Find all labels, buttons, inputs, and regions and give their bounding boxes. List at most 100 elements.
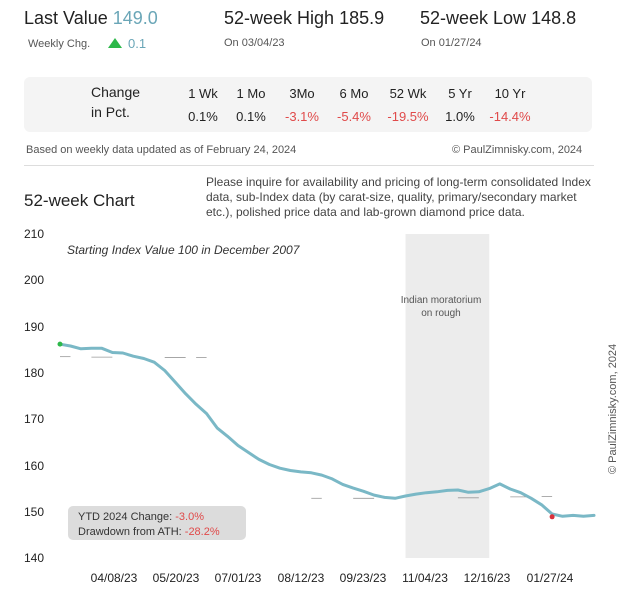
data-point bbox=[173, 380, 177, 384]
value-10yr: -14.4% bbox=[489, 109, 531, 124]
data-point bbox=[351, 486, 355, 490]
data-point bbox=[268, 463, 271, 466]
ytd-line: YTD 2024 Change: -3.0% bbox=[78, 510, 246, 525]
change-annotation: YTD 2024 Change: -3.0% Drawdown from ATH… bbox=[68, 506, 246, 540]
moratorium-label-line1: Indian moratorium bbox=[400, 295, 482, 306]
footnote-left: Based on weekly data updated as of Febru… bbox=[26, 144, 297, 156]
y-tick-label: 200 bbox=[24, 273, 45, 287]
last-value-label: Last Value bbox=[24, 8, 108, 28]
value-1wk: 0.1% bbox=[188, 109, 218, 124]
data-point bbox=[582, 515, 585, 518]
value-6mo: -5.4% bbox=[337, 109, 371, 124]
x-tick-label: 05/20/23 bbox=[152, 571, 200, 585]
data-point bbox=[142, 357, 145, 360]
high-value: 185.9 bbox=[339, 8, 385, 28]
vertical-credit: © PaulZimnisky.com, 2024 bbox=[607, 343, 619, 474]
x-tick-label: 01/27/24 bbox=[526, 571, 574, 585]
up-arrow-icon bbox=[108, 38, 122, 48]
y-tick-label: 190 bbox=[24, 320, 45, 334]
change-table: Change in Pct. 1 Wk 1 Mo 3Mo 6 Mo 52 Wk … bbox=[24, 77, 592, 132]
y-tick-label: 140 bbox=[24, 551, 45, 565]
data-point bbox=[100, 347, 104, 350]
data-point bbox=[540, 503, 543, 506]
moratorium-shade bbox=[405, 234, 490, 558]
period-6mo: 6 Mo bbox=[339, 86, 369, 101]
data-point bbox=[299, 470, 303, 474]
data-point bbox=[435, 490, 439, 494]
y-tick-label: 180 bbox=[24, 366, 45, 380]
period-1wk: 1 Wk bbox=[188, 86, 218, 101]
data-point bbox=[571, 514, 575, 517]
x-tick-label: 04/08/23 bbox=[90, 571, 138, 585]
footnote-right: © PaulZimnisky.com, 2024 bbox=[452, 144, 583, 156]
data-point bbox=[498, 482, 501, 486]
data-point bbox=[132, 354, 135, 358]
data-point bbox=[509, 487, 512, 491]
data-point bbox=[425, 491, 428, 494]
weekly-change: Weekly Chg. bbox=[28, 38, 90, 50]
data-point bbox=[341, 483, 344, 486]
ytd-value: -3.0% bbox=[175, 511, 204, 523]
period-10yr: 10 Yr bbox=[494, 86, 526, 101]
data-point bbox=[289, 469, 292, 472]
data-point bbox=[247, 451, 250, 454]
data-point bbox=[163, 369, 166, 372]
data-point bbox=[121, 351, 125, 355]
data-point bbox=[372, 493, 376, 497]
x-tick-label: 12/16/23 bbox=[463, 571, 511, 585]
x-tick-label: 08/12/23 bbox=[277, 571, 325, 585]
low-label: 52-week Low bbox=[420, 8, 527, 28]
data-point bbox=[79, 347, 83, 350]
value-52wk: -19.5% bbox=[387, 109, 429, 124]
data-point bbox=[393, 497, 397, 500]
data-point bbox=[310, 471, 313, 475]
value-1mo: 0.1% bbox=[236, 109, 266, 124]
end-point-marker bbox=[549, 514, 555, 520]
data-point bbox=[320, 473, 323, 477]
y-tick-label: 160 bbox=[24, 459, 45, 473]
data-point bbox=[215, 426, 219, 430]
drawdown-value: -28.2% bbox=[184, 526, 220, 538]
change-label-line2: in Pct. bbox=[91, 104, 130, 120]
period-5yr: 5 Yr bbox=[448, 86, 472, 101]
value-3mo: -3.1% bbox=[285, 109, 319, 124]
high-label: 52-week High bbox=[224, 8, 335, 28]
data-point bbox=[383, 496, 386, 499]
drawdown-label: Drawdown from ATH: bbox=[78, 526, 182, 538]
last-value: 149.0 bbox=[112, 8, 158, 28]
chart-subtitle: Starting Index Value 100 in December 200… bbox=[67, 243, 300, 257]
data-point bbox=[488, 487, 491, 490]
moratorium-label: Indian moratorium on rough bbox=[394, 294, 488, 320]
drawdown-line: Drawdown from ATH: -28.2% bbox=[78, 525, 246, 540]
period-3mo: 3Mo bbox=[289, 86, 315, 101]
data-point bbox=[446, 489, 449, 492]
data-point bbox=[414, 492, 418, 496]
period-1mo: 1 Mo bbox=[236, 86, 266, 101]
data-point bbox=[456, 488, 460, 492]
weekly-change-label: Weekly Chg. bbox=[28, 38, 91, 50]
data-point bbox=[226, 435, 229, 438]
data-point bbox=[561, 515, 564, 518]
ytd-label: YTD 2024 Change: bbox=[78, 511, 173, 523]
data-point bbox=[362, 490, 365, 493]
data-point bbox=[278, 467, 282, 470]
data-point bbox=[236, 444, 240, 447]
data-point bbox=[519, 491, 522, 494]
data-point bbox=[194, 403, 198, 406]
data-point bbox=[205, 412, 208, 415]
index-series-line bbox=[58, 342, 596, 518]
data-point bbox=[184, 392, 187, 395]
data-point bbox=[404, 494, 407, 498]
52-week-low: 52-week Low 148.8 bbox=[420, 8, 576, 29]
data-point bbox=[69, 344, 72, 348]
data-point bbox=[529, 497, 533, 500]
data-point bbox=[90, 347, 93, 350]
data-point bbox=[331, 477, 334, 481]
info-text: Please inquire for availability and pric… bbox=[206, 175, 591, 219]
index-points bbox=[58, 342, 596, 518]
data-point bbox=[257, 458, 261, 461]
start-point-marker bbox=[57, 341, 63, 347]
data-point bbox=[111, 351, 114, 354]
change-label-line1: Change bbox=[91, 84, 141, 100]
